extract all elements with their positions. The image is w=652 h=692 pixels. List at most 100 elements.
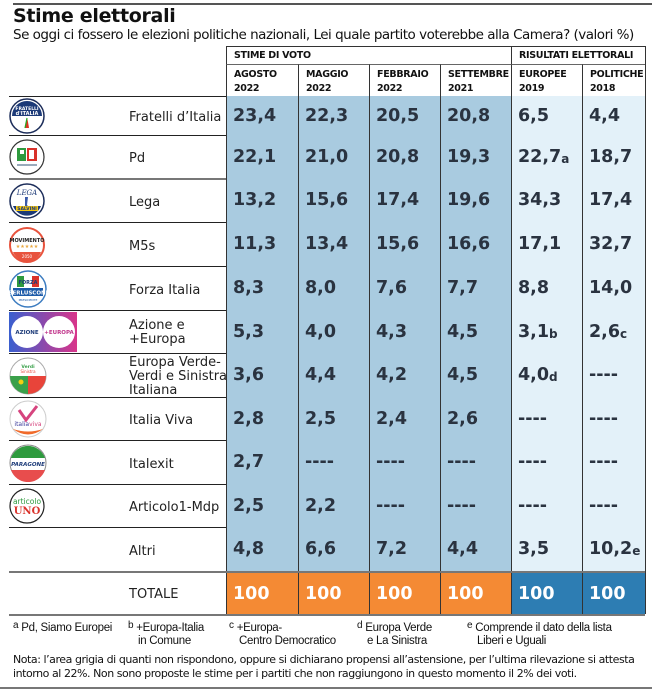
svg-text:MOVIMENTO: MOVIMENTO xyxy=(9,238,44,244)
value-cell: 17,1 xyxy=(511,222,582,266)
value-wrap: 19,6 xyxy=(447,178,511,222)
value-wrap: 13,4 xyxy=(305,222,369,266)
value-wrap: 100 xyxy=(233,573,298,614)
value-cell: 34,3 xyxy=(511,178,582,222)
value-cell: 4,5 xyxy=(440,310,511,353)
column-header: EUROPEE 2019 xyxy=(511,64,582,96)
footnote-text: Europa Verde xyxy=(365,622,432,634)
footnote-text: Pd, Siamo Europei xyxy=(21,622,113,634)
value-wrap: 2,5 xyxy=(305,397,369,440)
value-text: 2,2 xyxy=(305,495,337,516)
party-name: Lega xyxy=(129,194,161,210)
value-wrap: ---- xyxy=(305,440,369,484)
value-cell: 13,4 xyxy=(298,222,369,266)
value-wrap: 4,4 xyxy=(305,353,369,397)
value-cell: 4,4 xyxy=(440,527,511,571)
value-wrap: 6,5 xyxy=(518,96,582,135)
footnote-marker: d xyxy=(549,370,558,384)
value-cell: 4,0 xyxy=(298,310,369,353)
value-cell: 4,3 xyxy=(369,310,440,353)
value-wrap: ---- xyxy=(447,440,511,484)
value-text: 32,7 xyxy=(589,234,633,254)
value-text: ---- xyxy=(518,495,548,516)
svg-text:FRATELLI: FRATELLI xyxy=(15,106,39,112)
column-header-line: MAGGIO xyxy=(306,69,349,80)
value-text: 4,4 xyxy=(447,539,479,559)
value-text: 3,5 xyxy=(518,539,550,559)
value-text: 17,4 xyxy=(376,190,420,210)
articolo-uno-logo-icon: articolo UNO xyxy=(9,488,45,528)
value-cell: 4,4 xyxy=(298,353,369,397)
value-cell: 15,6 xyxy=(369,222,440,266)
column-header: POLITICHE 2018 xyxy=(582,64,645,96)
value-wrap: ---- xyxy=(589,440,645,484)
value-wrap: 17,4 xyxy=(589,178,645,222)
svg-text:FORZA: FORZA xyxy=(18,280,37,286)
total-cell: 100 xyxy=(226,573,298,614)
column-header-line: SETTEMBRE xyxy=(448,69,509,80)
value-cell: 2,6 xyxy=(440,397,511,440)
value-cell: 4,5 xyxy=(440,353,511,397)
value-text: 13,2 xyxy=(233,190,277,210)
column-header-line: EUROPEE xyxy=(519,69,567,80)
lega-logo-icon: LEGA SALVINI xyxy=(9,182,45,223)
svg-text:UNO: UNO xyxy=(14,506,41,517)
party-name: M5s xyxy=(129,238,156,254)
value-wrap: 32,7 xyxy=(589,222,645,266)
svg-text:articolo: articolo xyxy=(13,497,41,506)
column-header-year: 2022 xyxy=(234,83,260,94)
value-cell: 8,0 xyxy=(298,266,369,310)
value-wrap: ---- xyxy=(589,484,645,527)
value-cell: ---- xyxy=(511,484,582,527)
total-value-text: 100 xyxy=(447,583,484,604)
value-wrap: 2,6 xyxy=(447,397,511,440)
value-cell: ---- xyxy=(582,484,645,527)
value-text: 8,3 xyxy=(233,278,265,298)
column-group-header: STIME DI VOTO xyxy=(226,46,511,64)
value-wrap: 2,7 xyxy=(233,440,298,484)
column-header-year: 2022 xyxy=(306,83,332,94)
value-text: 4,3 xyxy=(376,321,408,342)
value-wrap: 22,3 xyxy=(305,96,369,135)
pd-logo-icon xyxy=(9,139,45,179)
value-cell: 4,4 xyxy=(582,96,645,135)
footnote-text: +Europa- xyxy=(236,622,283,634)
value-text: 4,4 xyxy=(305,365,337,385)
value-cell: 17,4 xyxy=(369,178,440,222)
value-wrap: 22,1 xyxy=(233,135,298,178)
footnote-marker: c xyxy=(620,326,628,341)
value-cell: 3,1 b xyxy=(511,310,582,353)
value-wrap: 13,2 xyxy=(233,178,298,222)
party-name-line: Italiana xyxy=(129,382,178,398)
column-header-year: 2021 xyxy=(448,83,474,94)
footnote-key: e xyxy=(467,620,473,631)
party-name: Articolo1-Mdp xyxy=(129,500,220,515)
value-wrap: 4,2 xyxy=(376,353,440,397)
value-cell: ---- xyxy=(582,397,645,440)
value-text: ---- xyxy=(376,452,406,472)
italia-viva-logo-icon: italiaviva xyxy=(9,400,47,442)
svg-text:LEGA: LEGA xyxy=(16,189,37,197)
party-name: Altri xyxy=(129,543,156,559)
column-header: AGOSTO 2022 xyxy=(226,64,298,96)
value-wrap: 2,5 xyxy=(233,484,298,527)
value-wrap: 17,4 xyxy=(376,178,440,222)
party-name-line: Azione e xyxy=(129,318,185,333)
value-wrap: 15,6 xyxy=(376,222,440,266)
value-text: ---- xyxy=(518,408,548,429)
value-cell: 22,7 a xyxy=(511,135,582,178)
footnote-e: e Comprende il dato della lista Liberi e U… xyxy=(467,619,612,648)
value-text: 4,2 xyxy=(376,365,408,385)
footnote-text: e La Sinistra xyxy=(367,635,428,647)
value-wrap: 34,3 xyxy=(518,178,582,222)
value-text: ---- xyxy=(305,452,335,472)
note-text: Nota: l’area grigia di quanti non rispon… xyxy=(13,653,635,680)
footnote-text: Comprende il dato della lista xyxy=(475,622,612,634)
value-cell: 4,0 d xyxy=(511,353,582,397)
column-header-year: 2022 xyxy=(377,83,403,94)
value-text: 4,5 xyxy=(447,321,479,342)
party-name-line: Verdi e Sinistra xyxy=(129,368,228,384)
page-title: Stime elettorali xyxy=(13,5,176,27)
value-text: 13,4 xyxy=(305,234,349,254)
value-text: 23,4 xyxy=(233,105,277,126)
